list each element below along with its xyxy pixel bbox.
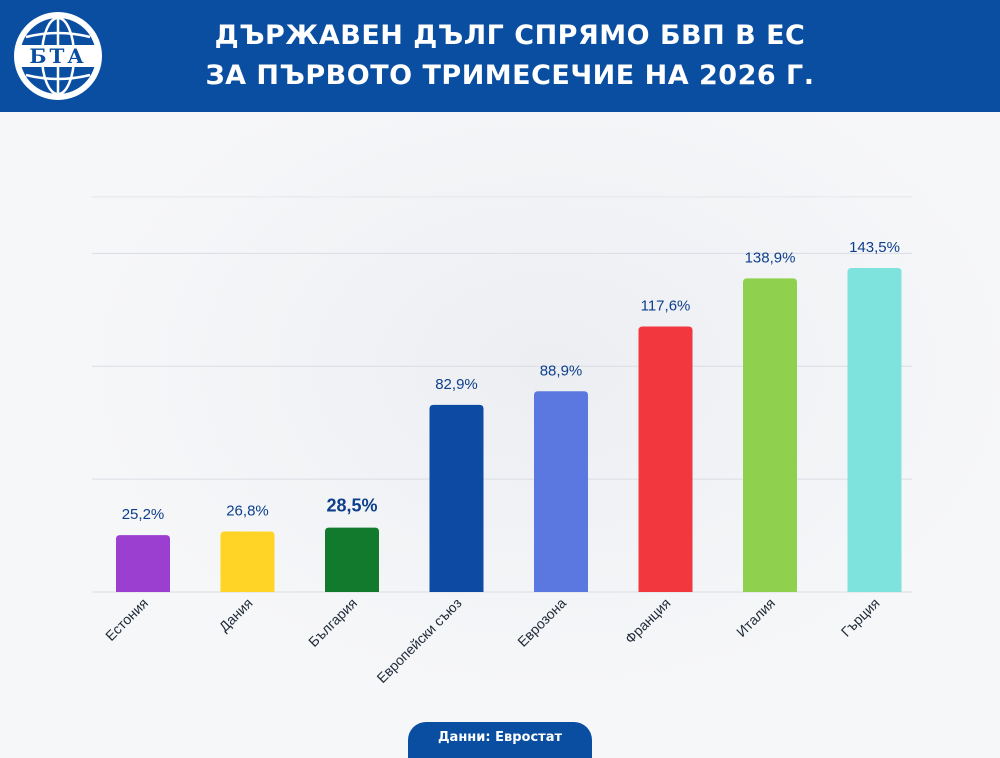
page-title: ДЪРЖАВЕН ДЪЛГ СПРЯМО БВП В ЕС ЗА ПЪРВОТО… <box>150 0 870 112</box>
category-label: Еврозона <box>514 595 569 650</box>
value-label: 88,9% <box>540 362 583 379</box>
logo-band <box>16 45 100 67</box>
bar-6 <box>638 326 693 592</box>
logo-latitude-bottom <box>25 73 91 81</box>
header-banner: БТА ДЪРЖАВЕН ДЪЛГ СПРЯМО БВП В ЕС ЗА ПЪР… <box>0 0 1000 112</box>
title-line-2: ЗА ПЪРВОТО ТРИМЕСЕЧИЕ НА 2026 Г. <box>205 60 815 91</box>
value-label: 26,8% <box>226 502 269 519</box>
value-label: 138,9% <box>745 249 796 266</box>
bar-7 <box>743 278 797 592</box>
value-label: 28,5% <box>326 496 377 516</box>
bar-1 <box>116 535 170 592</box>
bta-logo: БТА <box>14 12 102 100</box>
value-label: 25,2% <box>122 506 165 523</box>
value-label: 143,5% <box>849 239 900 256</box>
title-line-1: ДЪРЖАВЕН ДЪЛГ СПРЯМО БВП В ЕС <box>214 20 806 51</box>
source-text: Данни: Евростат <box>437 730 563 745</box>
category-label: Европейски съюз <box>373 595 464 686</box>
category-label: България <box>305 595 360 650</box>
category-label: Франция <box>622 595 674 647</box>
bar-5 <box>534 391 588 592</box>
value-label: 117,6% <box>641 297 691 314</box>
category-label: Италия <box>733 595 778 640</box>
bar-4 <box>429 404 484 592</box>
source-badge: Данни: Евростат <box>408 722 592 758</box>
chart-area <box>0 112 1000 751</box>
bar-2 <box>220 531 275 592</box>
bar-8 <box>847 268 902 592</box>
logo-text: БТА <box>29 44 86 68</box>
value-label: 82,9% <box>435 376 478 393</box>
category-label: Гърция <box>838 595 883 640</box>
category-label: Дания <box>216 595 256 635</box>
category-label: Естония <box>102 595 151 644</box>
bar-3 <box>325 527 379 592</box>
logo-latitude-top <box>25 31 91 39</box>
